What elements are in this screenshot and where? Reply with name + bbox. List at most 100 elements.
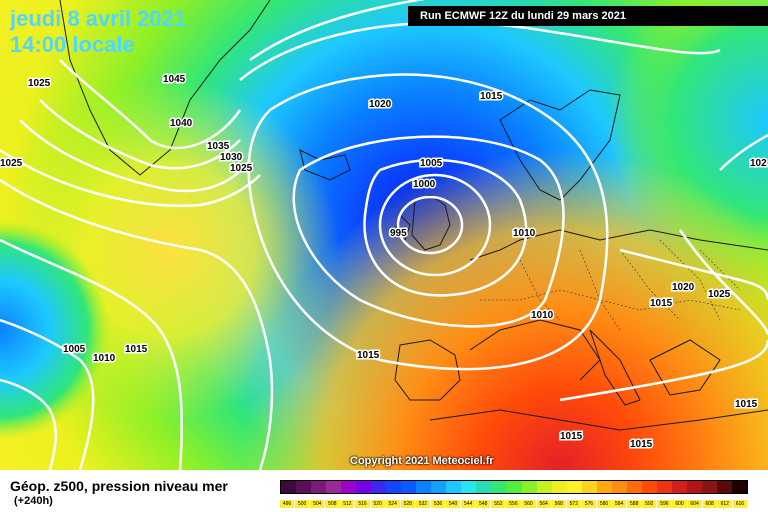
- isobar-label: 1010: [93, 353, 116, 364]
- color-scale-swatch: [476, 481, 492, 493]
- isobar-lines: [0, 0, 768, 470]
- isobar-label: 1010: [531, 310, 554, 321]
- color-scale-swatch: [686, 481, 702, 493]
- color-scale-label: 544: [461, 500, 477, 508]
- color-scale-label: 504: [310, 500, 326, 508]
- color-scale-labels: 496 500 504 508 512 516 520 524 528 532 536 540 544 5…: [280, 500, 748, 508]
- isobar-label: 1015: [480, 91, 503, 102]
- isobar-1000: [378, 173, 492, 277]
- color-scale-swatch: [611, 481, 627, 493]
- forecast-date: jeudi 8 avril 2021: [10, 6, 187, 31]
- isobar-label: 1005: [63, 344, 86, 355]
- color-scale-label: 612: [717, 500, 733, 508]
- color-scale-swatch: [461, 481, 477, 493]
- color-scale-label: 524: [385, 500, 401, 508]
- weather-map: 1025 1045 1040 1035 1030 1025 1025 1020 …: [0, 0, 768, 470]
- isobar-label: 1000: [413, 179, 436, 190]
- legend-footer: Géop. z500, pression niveau mer (+240h) …: [0, 470, 768, 512]
- isobar-label: 1045: [163, 74, 186, 85]
- europe-north-coast: [469, 229, 768, 261]
- isobar-1020-top: [239, 21, 721, 81]
- color-scale-label: 552: [491, 500, 507, 508]
- isobar-label: 1015: [357, 350, 380, 361]
- isobar-label: 1035: [207, 141, 230, 152]
- color-scale-swatch: [716, 481, 732, 493]
- isobar-label: 1025: [708, 289, 731, 300]
- isobar-1010: [292, 135, 565, 328]
- color-scale-label: 584: [612, 500, 628, 508]
- isobar-1025-east: [678, 229, 768, 336]
- color-scale-label: 548: [476, 500, 492, 508]
- isobar-label: 995: [390, 228, 407, 239]
- color-scale-swatch: [416, 481, 432, 493]
- color-scale-label: 516: [355, 500, 371, 508]
- isobar-1005: [363, 158, 528, 297]
- color-scale-label: 568: [551, 500, 567, 508]
- color-scale-label: 528: [400, 500, 416, 508]
- isobar-1030: [0, 148, 261, 207]
- color-scale-label: 572: [566, 500, 582, 508]
- isobar-1020-left: [0, 238, 184, 470]
- color-scale-swatch: [371, 481, 387, 493]
- color-scale-swatch: [731, 481, 747, 493]
- color-scale-label: 580: [596, 500, 613, 508]
- north-africa-coast: [429, 409, 768, 431]
- color-scale-swatch: [281, 481, 297, 493]
- isobar-label: 1015: [650, 298, 673, 309]
- isobar-1040: [39, 99, 241, 170]
- greenland-coast: [59, 0, 271, 176]
- color-scale-label: 512: [340, 500, 356, 508]
- color-scale-label: 556: [506, 500, 522, 508]
- france-italy-coast: [469, 319, 601, 381]
- isobar-label: 1015: [630, 439, 653, 450]
- color-scale-swatch: [386, 481, 402, 493]
- color-scale-swatch: [581, 481, 597, 493]
- map-canvas: 1025 1045 1040 1035 1030 1025 1025 1020 …: [0, 0, 768, 470]
- color-scale-swatch: [401, 481, 417, 493]
- color-scale-label: 600: [672, 500, 688, 508]
- color-scale-swatch: [356, 481, 372, 493]
- iberia-coast: [394, 339, 461, 401]
- isobar-label: 1025: [230, 163, 253, 174]
- color-scale-label: 560: [521, 500, 537, 508]
- isobar-labels: 1025 1045 1040 1035 1030 1025 1025 1020 …: [0, 73, 768, 452]
- color-scale-swatch: [701, 481, 717, 493]
- isobar-1035: [19, 119, 251, 193]
- color-scale-swatch: [506, 481, 522, 493]
- isobar-label: 1040: [170, 118, 193, 129]
- balkans-coast: [649, 339, 721, 396]
- color-scale-label: 564: [536, 500, 552, 508]
- copyright-text: Copyright 2021 Meteociel.fr: [350, 455, 494, 467]
- color-scale-swatch: [641, 481, 657, 493]
- color-scale-swatch: [596, 481, 612, 493]
- isobar-1015: [247, 73, 609, 371]
- forecast-time: 14:00 locale: [10, 32, 135, 57]
- isobar-label: 1005: [420, 158, 443, 169]
- color-scale-swatch: [566, 481, 582, 493]
- legend-subtitle: (+240h): [14, 495, 53, 507]
- isobar-label: 1020: [672, 282, 695, 293]
- color-scale-label: 576: [581, 500, 597, 508]
- color-scale-label: 588: [627, 500, 643, 508]
- mediterranean-warm-field: [0, 0, 768, 470]
- italy-coast: [589, 329, 641, 406]
- legend-title: Géop. z500, pression niveau mer: [10, 478, 228, 494]
- isobar-995: [396, 195, 464, 255]
- color-scale-swatch: [521, 481, 537, 493]
- isobar-1010-left: [0, 378, 57, 470]
- color-scale-label: 540: [446, 500, 462, 508]
- color-scale-label: 496: [280, 500, 296, 508]
- color-scale-label: 604: [687, 500, 703, 508]
- isobar-1015-south: [559, 339, 768, 402]
- isobar-label: 1015: [125, 344, 148, 355]
- color-scale-label: 596: [657, 500, 673, 508]
- isobar-label: 1015: [560, 431, 583, 442]
- isobar-1025-left: [0, 178, 274, 470]
- color-scale-swatch: [491, 481, 507, 493]
- color-scale-swatch: [341, 481, 357, 493]
- isobar-label: 102: [750, 158, 767, 169]
- isobar-label: 1025: [0, 158, 23, 169]
- isobar-102-east: [719, 133, 768, 171]
- isobar-label: 1020: [369, 99, 392, 110]
- isobar-1020-east: [619, 248, 768, 301]
